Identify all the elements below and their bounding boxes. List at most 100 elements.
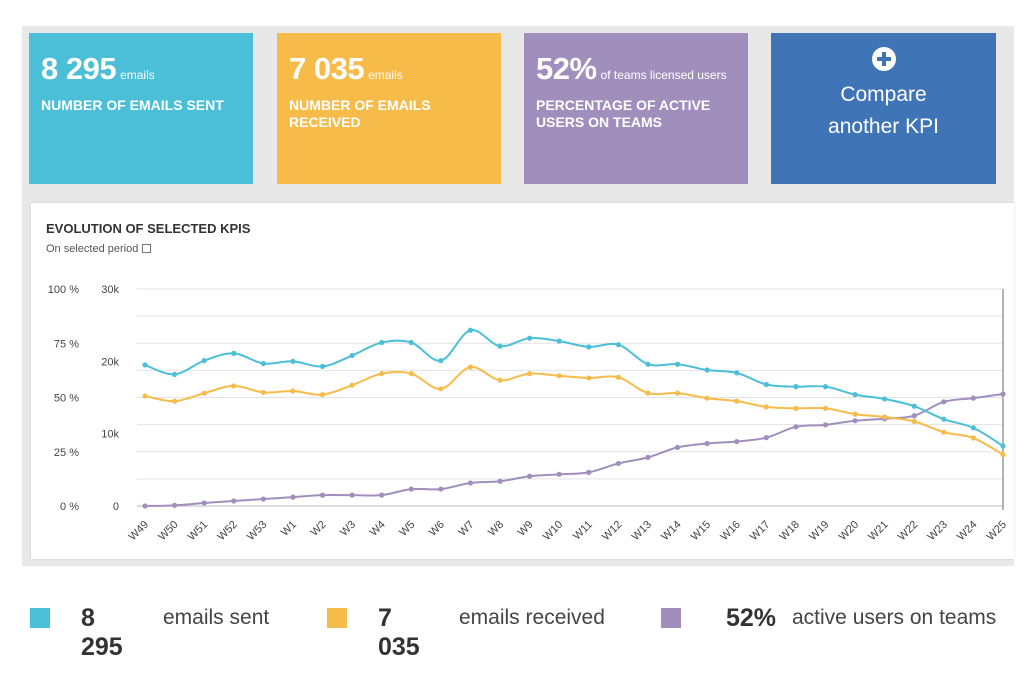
kpi-unit: emails	[368, 68, 403, 82]
data-point-emails-sent	[615, 342, 621, 348]
data-point-active-users-on-teams	[793, 424, 799, 430]
data-point-active-users-on-teams	[852, 418, 858, 424]
data-point-emails-received	[734, 398, 740, 404]
series-line-emails-sent	[144, 329, 1004, 447]
data-point-active-users-on-teams	[763, 435, 769, 441]
data-point-emails-sent	[941, 416, 947, 422]
data-point-emails-received	[408, 371, 414, 377]
kpi-value: 7 035	[289, 51, 365, 86]
data-point-active-users-on-teams	[645, 454, 651, 460]
data-point-emails-sent	[379, 339, 385, 346]
compare-kpi-button[interactable]: Compare another KPI	[771, 33, 996, 184]
kpi-card-emails-sent[interactable]: 8 295 emails NUMBER OF EMAILS SENT	[29, 33, 253, 184]
data-point-active-users-on-teams	[734, 438, 740, 445]
data-point-emails-received	[438, 386, 444, 392]
x-axis-tick: W51	[186, 519, 210, 543]
data-point-emails-received	[349, 382, 355, 388]
data-point-emails-sent	[527, 335, 533, 341]
data-point-emails-sent	[556, 338, 562, 344]
data-point-emails-received	[704, 395, 710, 401]
plus-circle-icon	[871, 47, 896, 71]
data-point-active-users-on-teams	[970, 395, 977, 401]
data-point-emails-sent	[142, 362, 148, 368]
data-point-emails-received	[290, 388, 296, 394]
data-point-active-users-on-teams	[201, 500, 207, 506]
data-point-emails-sent	[704, 367, 710, 373]
panel-title: EVOLUTION OF SELECTED KPIS	[46, 221, 251, 236]
data-point-emails-sent	[438, 358, 444, 364]
x-axis-tick: W11	[571, 519, 595, 543]
x-axis-tick: W12	[600, 519, 624, 543]
panel-subtitle[interactable]: On selected period	[46, 243, 152, 255]
data-point-emails-received	[379, 371, 385, 377]
kpi-unit: emails	[120, 68, 155, 82]
legend-value: 52%	[726, 604, 777, 632]
x-axis-tick: W1	[279, 519, 299, 539]
data-point-emails-received	[497, 377, 503, 383]
data-point-active-users-on-teams	[379, 492, 385, 498]
series-line-emails-received	[144, 366, 1004, 456]
data-point-emails-received	[142, 393, 148, 399]
x-axis-tick: W22	[896, 519, 920, 543]
kpi-card-active-users[interactable]: 52% of teams licensed users PERCENTAGE OF…	[524, 33, 748, 184]
x-axis-tick: W21	[866, 519, 890, 543]
legend-swatch	[30, 608, 50, 628]
legend-swatch	[661, 608, 681, 628]
data-point-active-users-on-teams	[822, 422, 829, 428]
compare-label-line2: another KPI	[828, 115, 939, 138]
x-axis-tick: W16	[718, 519, 742, 543]
x-axis-tick: W7	[456, 519, 476, 539]
right-axis-tick: 0	[113, 501, 119, 513]
data-point-emails-received	[556, 373, 562, 379]
data-point-active-users-on-teams	[260, 496, 266, 502]
data-point-emails-sent	[734, 370, 740, 376]
legend-label: emails sent	[163, 606, 270, 629]
data-point-emails-sent	[260, 360, 266, 367]
kpi-caption: NUMBER OF EMAILS RECEIVED	[289, 97, 431, 130]
data-point-emails-received	[201, 390, 207, 396]
right-axis-tick: 20k	[101, 356, 119, 368]
data-point-active-users-on-teams	[704, 440, 710, 447]
x-axis-tick: W50	[156, 519, 180, 543]
data-point-active-users-on-teams	[467, 480, 474, 486]
data-point-active-users-on-teams	[171, 502, 178, 508]
data-point-emails-received	[882, 414, 888, 420]
data-point-active-users-on-teams	[319, 492, 326, 498]
x-axis-tick: W9	[516, 519, 536, 539]
data-point-emails-received	[970, 435, 977, 441]
x-axis-tick: W4	[368, 519, 388, 539]
data-point-emails-received	[171, 398, 178, 404]
legend-label: active users on teams	[792, 606, 997, 629]
data-point-emails-received	[231, 383, 237, 389]
kpi-value: 52%	[536, 51, 597, 86]
data-point-emails-received	[615, 374, 621, 380]
x-axis-tick: W6	[427, 519, 447, 539]
calendar-icon[interactable]	[142, 244, 152, 253]
x-axis-tick: W20	[837, 519, 861, 543]
kpi-card-emails-received[interactable]: 7 035 emails NUMBER OF EMAILS RECEIVED	[277, 33, 501, 184]
data-point-active-users-on-teams	[941, 399, 947, 405]
data-point-emails-sent	[763, 381, 769, 388]
x-axis-tick: W23	[925, 519, 949, 543]
data-point-active-users-on-teams	[556, 471, 562, 477]
data-point-emails-sent	[319, 363, 326, 369]
data-point-emails-sent	[852, 392, 858, 398]
data-point-active-users-on-teams	[142, 503, 148, 509]
x-axis-tick: W25	[985, 519, 1009, 543]
data-point-active-users-on-teams	[290, 494, 296, 500]
x-axis-tick: W14	[659, 519, 683, 543]
legend-label: emails received	[459, 606, 605, 629]
data-point-emails-sent	[231, 350, 237, 356]
data-point-emails-sent	[911, 403, 917, 409]
right-axis-tick: 30k	[101, 284, 119, 296]
right-axis-tick: 10k	[101, 429, 119, 441]
left-axis-tick: 100 %	[48, 284, 79, 296]
kpi-unit: of teams licensed users	[600, 68, 727, 82]
data-point-emails-received	[941, 429, 947, 435]
data-point-active-users-on-teams	[911, 413, 917, 419]
data-point-emails-sent	[645, 361, 651, 367]
data-point-emails-sent	[674, 361, 681, 367]
data-point-active-users-on-teams	[497, 478, 503, 484]
left-axis-tick: 75 %	[54, 338, 79, 350]
panel-subtitle-text: On selected period	[46, 243, 139, 255]
